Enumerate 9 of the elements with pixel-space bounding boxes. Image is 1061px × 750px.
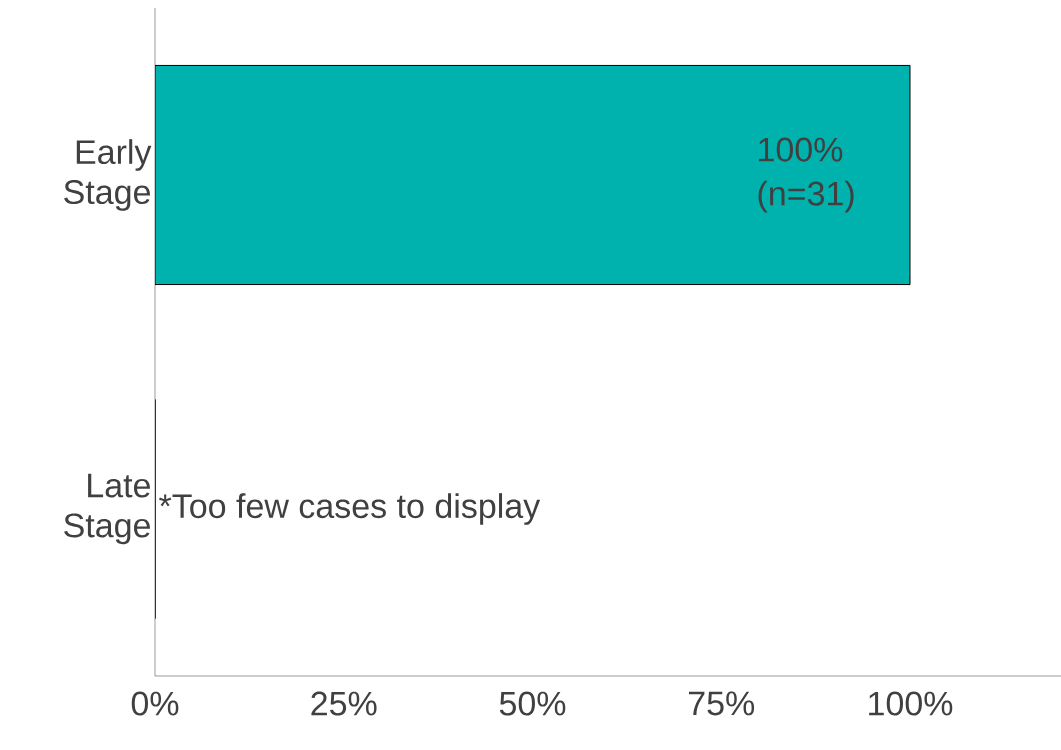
x-tick-label: 100%	[869, 691, 953, 716]
data-label: 100% (n=31)	[758, 137, 854, 213]
data-label: *Too few cases to display	[159, 493, 541, 525]
x-tick-label: 25%	[311, 691, 377, 716]
y-tick-label: Early Stage	[64, 139, 152, 211]
x-tick-label: 0%	[131, 691, 179, 716]
y-tick-label: Late Stage	[64, 473, 150, 545]
x-tick-label: 50%	[499, 691, 566, 716]
x-tick-label: 75%	[688, 691, 755, 716]
